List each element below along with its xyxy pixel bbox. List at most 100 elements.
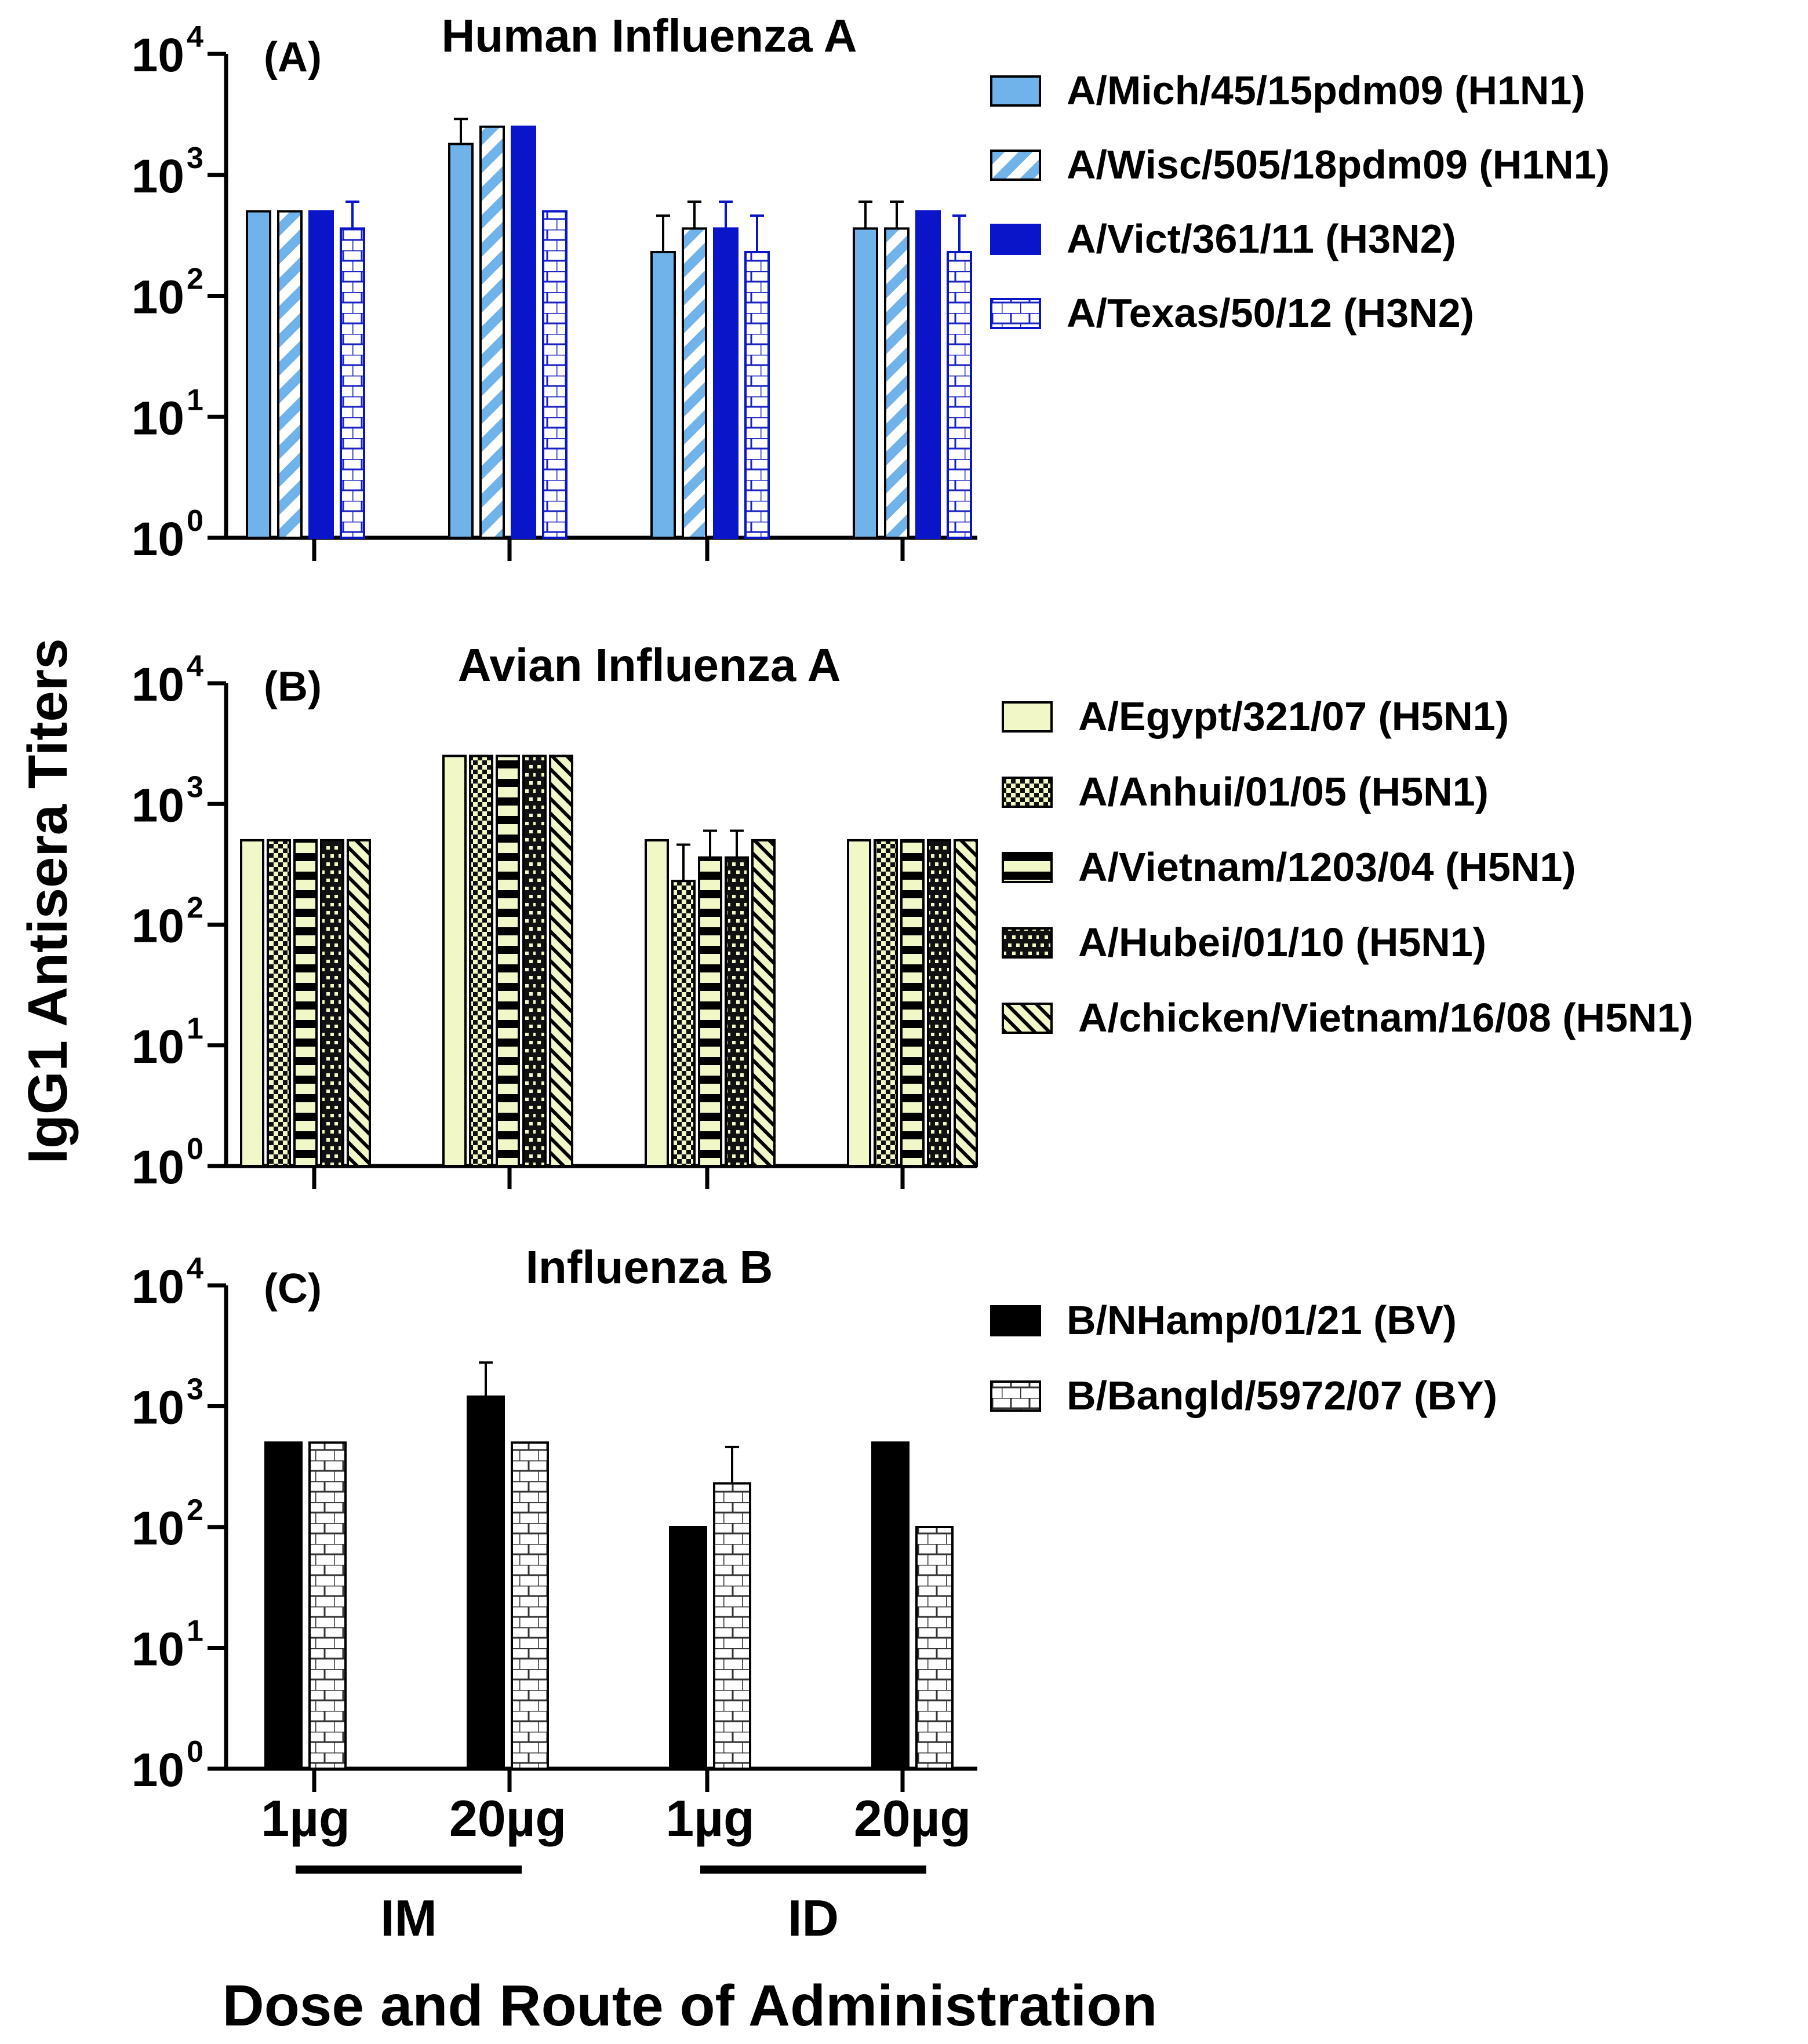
bar [347, 839, 371, 1167]
bar [744, 250, 770, 539]
legend-swatch [1002, 927, 1053, 959]
y-tick-exponent: 2 [187, 891, 203, 925]
bar [671, 880, 696, 1167]
bar [267, 839, 291, 1167]
y-tick-exponent: 2 [187, 1493, 203, 1527]
legend-swatch [990, 1305, 1041, 1336]
bar [277, 210, 303, 539]
legend-label: A/chicken/Vietnam/16/08 (H5N1) [1078, 995, 1693, 1040]
x-tick-label-im-20ug: 20µg [449, 1790, 566, 1847]
bar [713, 227, 739, 540]
panel-title: Human Influenza A [441, 10, 857, 61]
bar [725, 856, 749, 1167]
legend-swatch [990, 150, 1041, 181]
bar [264, 1441, 303, 1770]
legend-swatch [990, 298, 1041, 329]
bar [308, 1441, 347, 1770]
legend-swatch [990, 224, 1041, 255]
bar [682, 227, 707, 540]
bar [874, 839, 898, 1167]
bar [549, 755, 573, 1168]
legend-label: B/NHamp/01/21 (BV) [1067, 1298, 1457, 1343]
legend-label: A/Mich/45/15pdm09 (H1N1) [1067, 68, 1585, 113]
legend-label: A/Egypt/321/07 (H5N1) [1078, 694, 1509, 739]
bar [340, 227, 365, 540]
y-tick-label: 10 [132, 1021, 184, 1073]
y-tick-label: 10 [132, 392, 184, 444]
legend-swatch [1002, 701, 1053, 733]
bar [479, 125, 505, 539]
y-tick-exponent: 0 [187, 504, 203, 538]
bar [669, 1526, 707, 1770]
legend-swatch [1002, 852, 1053, 883]
bar [320, 839, 344, 1167]
y-tick-label: 10 [132, 513, 184, 566]
legend-label: A/Texas/50/12 (H3N2) [1067, 290, 1474, 336]
legend-swatch [1002, 1003, 1053, 1034]
legend-label: B/Bangld/5972/07 (BY) [1067, 1373, 1497, 1418]
bar [645, 839, 669, 1167]
bar [884, 227, 910, 540]
panel-label: (C) [264, 1266, 322, 1312]
y-tick-exponent: 4 [187, 20, 203, 54]
bar [442, 755, 467, 1168]
x-tick-label-id-20ug: 20µg [854, 1790, 971, 1847]
bar [469, 755, 493, 1168]
y-tick-label: 10 [132, 779, 184, 832]
y-tick-exponent: 2 [187, 263, 203, 296]
bar [853, 227, 878, 540]
bar [542, 210, 567, 539]
y-tick-label: 10 [132, 150, 184, 203]
bar [871, 1441, 910, 1770]
legend-swatch [990, 75, 1041, 107]
bar [900, 839, 925, 1167]
y-tick-label: 10 [132, 900, 184, 953]
bar [927, 839, 951, 1167]
bar [240, 839, 264, 1167]
x-axis-title: Dose and Route of Administration [223, 1973, 1158, 2038]
y-tick-exponent: 4 [187, 650, 203, 683]
panel-label: (A) [264, 34, 322, 81]
bar [650, 250, 676, 539]
bar [522, 755, 547, 1168]
legend-label: A/Anhui/01/05 (H5N1) [1078, 769, 1489, 814]
y-tick-label: 10 [132, 271, 184, 324]
y-tick-label: 10 [132, 29, 184, 82]
y-axis-title: IgG1 Antisera Titers [17, 639, 79, 1164]
bar [698, 856, 722, 1167]
y-tick-exponent: 1 [187, 383, 203, 417]
y-tick-exponent: 0 [187, 1735, 203, 1769]
bar [847, 839, 871, 1167]
y-tick-label: 10 [132, 1141, 184, 1194]
bar [915, 1526, 954, 1770]
y-tick-exponent: 1 [187, 1012, 203, 1045]
bar [246, 210, 271, 539]
y-tick-exponent: 1 [187, 1615, 203, 1648]
bar [915, 210, 941, 539]
bar [448, 143, 474, 540]
y-tick-exponent: 4 [187, 1252, 203, 1285]
bar [467, 1395, 505, 1770]
y-tick-label: 10 [132, 1382, 184, 1434]
legend-label: A/Vict/361/11 (H3N2) [1067, 216, 1456, 261]
bar [954, 839, 978, 1167]
y-tick-exponent: 3 [187, 1373, 203, 1407]
group-label-id: ID [788, 1889, 839, 1947]
bar [511, 125, 536, 539]
bar [511, 1441, 549, 1770]
y-tick-label: 10 [132, 1502, 184, 1555]
group-label-im: IM [380, 1889, 437, 1947]
bar [308, 210, 334, 539]
x-tick-label-id-1ug: 1µg [665, 1790, 754, 1847]
bar [751, 839, 776, 1167]
y-tick-label: 10 [132, 1623, 184, 1676]
y-tick-label: 10 [132, 1260, 184, 1313]
x-tick-label-im-1ug: 1µg [261, 1790, 350, 1847]
y-tick-exponent: 3 [187, 770, 203, 804]
bar [293, 839, 318, 1167]
bar [947, 250, 972, 539]
